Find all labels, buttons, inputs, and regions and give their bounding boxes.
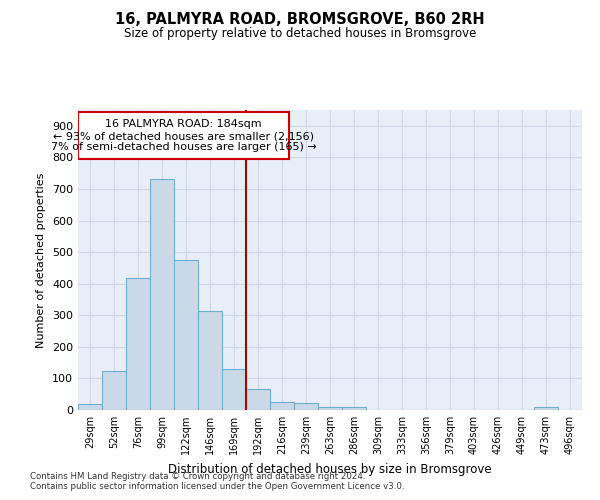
Bar [270, 402, 294, 410]
Bar [78, 404, 102, 410]
Text: Contains public sector information licensed under the Open Government Licence v3: Contains public sector information licen… [30, 482, 404, 491]
Bar [102, 372, 126, 410]
Bar [126, 278, 150, 410]
Text: 16 PALMYRA ROAD: 184sqm: 16 PALMYRA ROAD: 184sqm [105, 120, 262, 130]
Bar [318, 407, 342, 410]
Text: Contains HM Land Registry data © Crown copyright and database right 2024.: Contains HM Land Registry data © Crown c… [30, 472, 365, 481]
Bar [294, 404, 318, 410]
Text: 16, PALMYRA ROAD, BROMSGROVE, B60 2RH: 16, PALMYRA ROAD, BROMSGROVE, B60 2RH [115, 12, 485, 28]
Bar [222, 369, 246, 410]
Text: Size of property relative to detached houses in Bromsgrove: Size of property relative to detached ho… [124, 28, 476, 40]
Bar [342, 407, 366, 410]
Bar [150, 180, 174, 410]
Y-axis label: Number of detached properties: Number of detached properties [37, 172, 46, 348]
Bar [174, 260, 198, 410]
Bar [198, 310, 222, 410]
Text: ← 93% of detached houses are smaller (2,156): ← 93% of detached houses are smaller (2,… [53, 132, 314, 141]
Bar [246, 390, 270, 410]
Polygon shape [78, 112, 289, 159]
Bar [534, 407, 558, 410]
Text: 7% of semi-detached houses are larger (165) →: 7% of semi-detached houses are larger (1… [51, 142, 316, 152]
X-axis label: Distribution of detached houses by size in Bromsgrove: Distribution of detached houses by size … [168, 462, 492, 475]
